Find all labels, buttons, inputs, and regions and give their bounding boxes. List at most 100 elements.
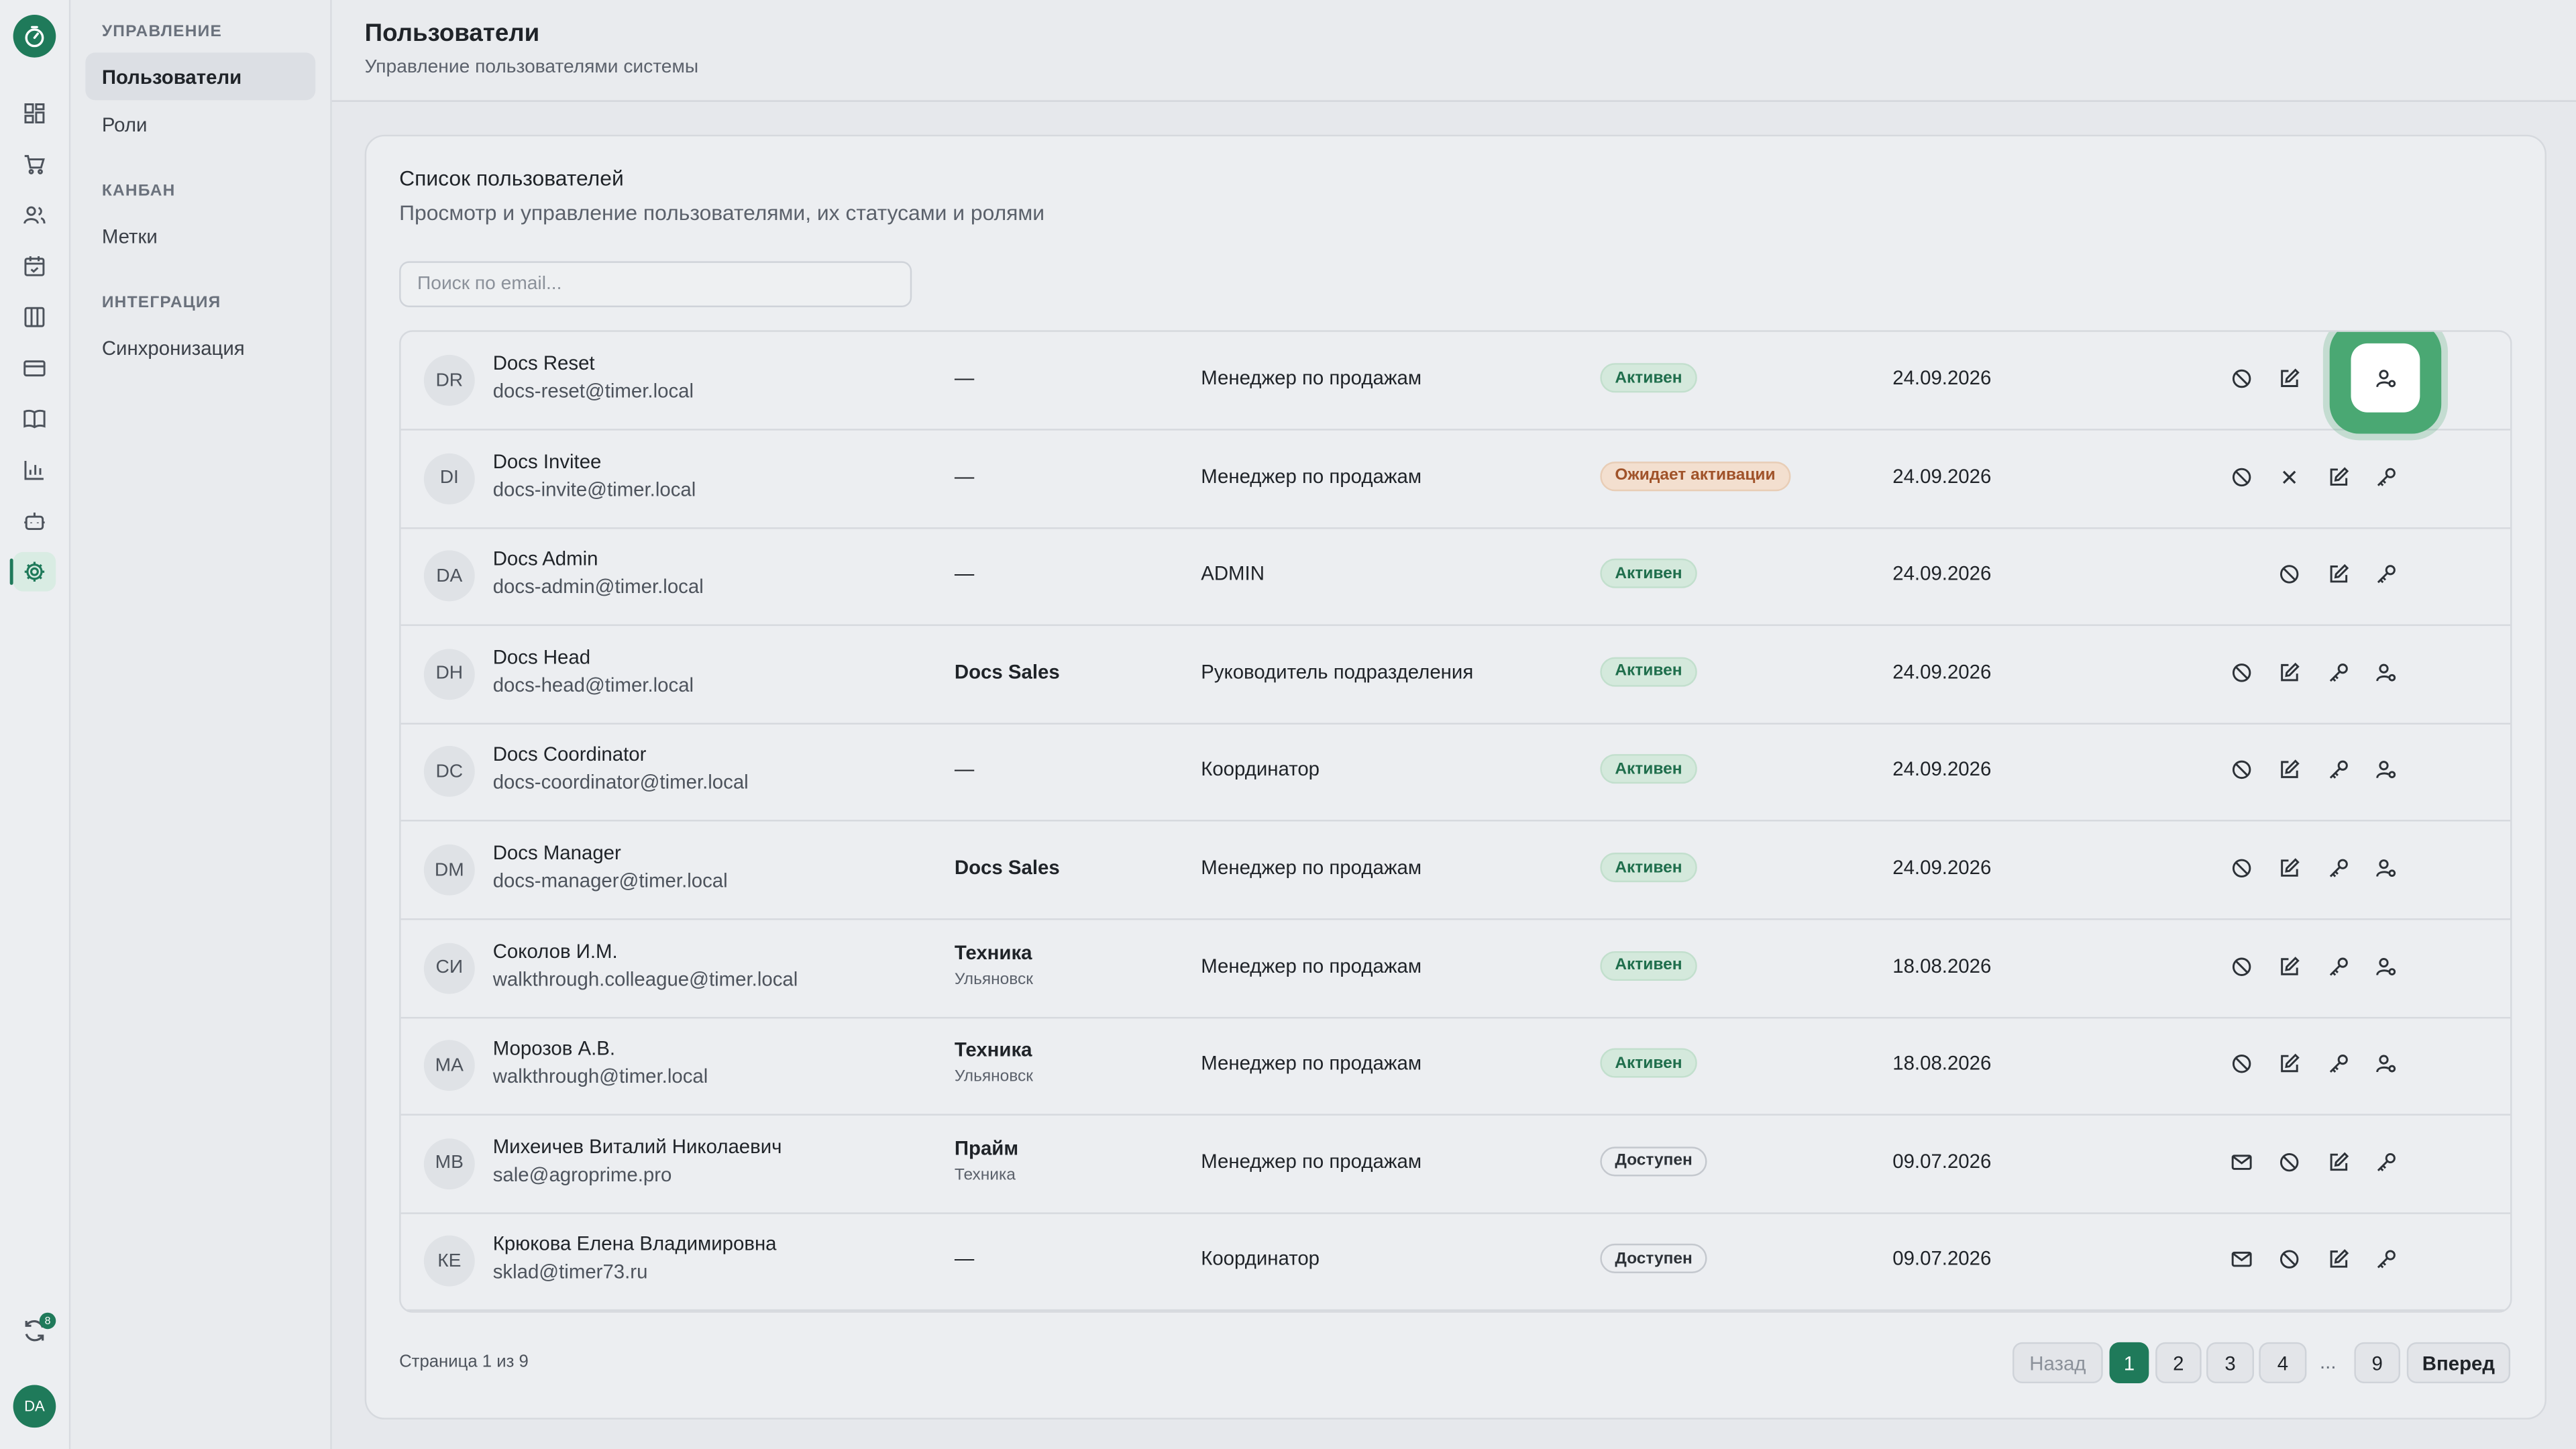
sidebar-item-tags[interactable]: Метки bbox=[101, 224, 158, 248]
table-row[interactable]: DA Docs Admin docs-admin@timer.local — ADMIN… bbox=[400, 528, 2511, 627]
user-department: — bbox=[954, 464, 975, 488]
edit-icon[interactable] bbox=[2326, 1248, 2351, 1273]
user-department: — bbox=[954, 757, 975, 782]
user-role: Менеджер по продажам bbox=[1201, 1051, 1422, 1075]
users-icon[interactable] bbox=[21, 202, 48, 228]
page-button-3[interactable]: 3 bbox=[2206, 1342, 2255, 1384]
mail-icon[interactable] bbox=[2229, 1248, 2254, 1273]
sidebar-item-sync[interactable]: Синхронизация bbox=[101, 335, 245, 360]
key-icon[interactable] bbox=[2374, 562, 2399, 587]
user-role-icon[interactable] bbox=[2374, 660, 2399, 685]
sidebar-item-roles[interactable]: Роли bbox=[101, 112, 148, 136]
table-row[interactable]: DI Docs Invitee docs-invite@timer.local — Ме… bbox=[400, 430, 2511, 529]
user-role-icon[interactable] bbox=[2374, 954, 2399, 979]
user-name: Docs Invitee bbox=[492, 449, 602, 473]
user-email: docs-reset@timer.local bbox=[492, 379, 694, 403]
page-button-9[interactable]: 9 bbox=[2354, 1342, 2400, 1384]
key-icon[interactable] bbox=[2326, 954, 2351, 979]
key-icon[interactable] bbox=[2326, 660, 2351, 685]
kanban-icon[interactable] bbox=[21, 304, 48, 330]
table-row[interactable]: DR Docs Reset docs-reset@timer.local — Менед… bbox=[400, 331, 2511, 434]
block-icon[interactable] bbox=[2229, 954, 2254, 979]
sync-icon[interactable]: 8 bbox=[21, 1312, 56, 1344]
page-button-1[interactable]: 1 bbox=[2109, 1342, 2149, 1384]
user-avatar: МВ bbox=[423, 1138, 475, 1189]
table-row[interactable]: МА Морозов А.В. walkthrough@timer.local Тех… bbox=[400, 1017, 2511, 1116]
user-department-city: Ульяновск bbox=[954, 1068, 1033, 1087]
edit-icon[interactable] bbox=[2277, 758, 2302, 783]
card-icon[interactable] bbox=[21, 355, 48, 381]
prev-page-button[interactable]: Назад bbox=[2012, 1342, 2103, 1384]
status-badge: Активен bbox=[1600, 1048, 1697, 1079]
block-icon[interactable] bbox=[2229, 856, 2254, 881]
cart-icon[interactable] bbox=[21, 151, 48, 177]
table-row[interactable]: DM Docs Manager docs-manager@timer.local Do… bbox=[400, 822, 2511, 920]
user-role-icon[interactable] bbox=[2374, 1052, 2399, 1077]
user-email: docs-coordinator@timer.local bbox=[492, 771, 749, 794]
close-icon[interactable] bbox=[2277, 464, 2302, 489]
users-card: Список пользователей Просмотр и управлен… bbox=[364, 134, 2546, 1419]
user-email: docs-manager@timer.local bbox=[492, 869, 728, 892]
status-badge: Ожидает активации bbox=[1600, 461, 1790, 491]
table-row[interactable]: СИ Соколов И.М. walkthrough.colleague@time… bbox=[400, 919, 2511, 1018]
sidebar-item-users[interactable]: Пользователи bbox=[85, 52, 316, 101]
user-role-icon[interactable] bbox=[2374, 758, 2399, 783]
bot-icon[interactable] bbox=[21, 508, 48, 534]
settings-icon[interactable] bbox=[9, 551, 56, 592]
table-row[interactable]: DC Docs Coordinator docs-coordinator@timer… bbox=[400, 724, 2511, 822]
block-icon[interactable] bbox=[2229, 366, 2254, 391]
table-row[interactable]: КЕ Крюкова Елена Владимировна sklad@timer7… bbox=[400, 1213, 2511, 1311]
edit-icon[interactable] bbox=[2326, 1150, 2351, 1175]
key-icon[interactable] bbox=[2374, 464, 2399, 489]
user-role: ADMIN bbox=[1201, 562, 1265, 586]
icon-rail: 8 DA bbox=[0, 0, 71, 1449]
block-icon[interactable] bbox=[2229, 758, 2254, 783]
user-department-city: Ульяновск bbox=[954, 970, 1033, 989]
block-icon[interactable] bbox=[2229, 660, 2254, 685]
chart-icon[interactable] bbox=[21, 457, 48, 483]
user-department: — bbox=[954, 366, 975, 390]
table-row[interactable]: DH Docs Head docs-head@timer.local Docs Sal… bbox=[400, 626, 2511, 724]
status-badge: Доступен bbox=[1600, 1244, 1707, 1274]
user-role-icon[interactable] bbox=[2351, 343, 2420, 413]
user-email: sale@agroprime.pro bbox=[492, 1163, 672, 1186]
key-icon[interactable] bbox=[2326, 856, 2351, 881]
block-icon[interactable] bbox=[2229, 464, 2254, 489]
next-page-button[interactable]: Вперед bbox=[2406, 1342, 2511, 1384]
key-icon[interactable] bbox=[2374, 1248, 2399, 1273]
user-role-icon[interactable] bbox=[2374, 856, 2399, 881]
search-input[interactable] bbox=[399, 261, 912, 307]
user-avatar: КЕ bbox=[423, 1236, 475, 1287]
page-button-2[interactable]: 2 bbox=[2155, 1342, 2202, 1384]
edit-icon[interactable] bbox=[2326, 562, 2351, 587]
user-role: Координатор bbox=[1201, 1247, 1320, 1271]
key-icon[interactable] bbox=[2326, 758, 2351, 783]
user-role: Менеджер по продажам bbox=[1201, 464, 1422, 488]
block-icon[interactable] bbox=[2277, 1150, 2302, 1175]
table-row[interactable]: МВ Михеичев Виталий Николаевич sale@agropr… bbox=[400, 1115, 2511, 1214]
timer-logo-icon[interactable] bbox=[13, 15, 56, 58]
calendar-icon[interactable] bbox=[21, 253, 48, 279]
page-button-4[interactable]: 4 bbox=[2259, 1342, 2307, 1384]
edit-icon[interactable] bbox=[2277, 660, 2302, 685]
highlighted-user-role-button[interactable] bbox=[2329, 331, 2442, 434]
edit-icon[interactable] bbox=[2326, 464, 2351, 489]
user-email: docs-invite@timer.local bbox=[492, 477, 696, 500]
book-icon[interactable] bbox=[21, 406, 48, 432]
user-name: Михеичев Виталий Николаевич bbox=[492, 1134, 782, 1159]
pagination-ellipsis: ... bbox=[2319, 1350, 2337, 1374]
mail-icon[interactable] bbox=[2229, 1150, 2254, 1175]
edit-icon[interactable] bbox=[2277, 366, 2302, 391]
key-icon[interactable] bbox=[2374, 1150, 2399, 1175]
edit-icon[interactable] bbox=[2277, 954, 2302, 979]
block-icon[interactable] bbox=[2277, 562, 2302, 587]
edit-icon[interactable] bbox=[2277, 856, 2302, 881]
block-icon[interactable] bbox=[2277, 1248, 2302, 1273]
user-date: 18.08.2026 bbox=[1892, 953, 1992, 977]
dashboard-icon[interactable] bbox=[21, 100, 48, 126]
key-icon[interactable] bbox=[2326, 1052, 2351, 1077]
user-avatar[interactable]: DA bbox=[13, 1385, 56, 1428]
edit-icon[interactable] bbox=[2277, 1052, 2302, 1077]
block-icon[interactable] bbox=[2229, 1052, 2254, 1077]
